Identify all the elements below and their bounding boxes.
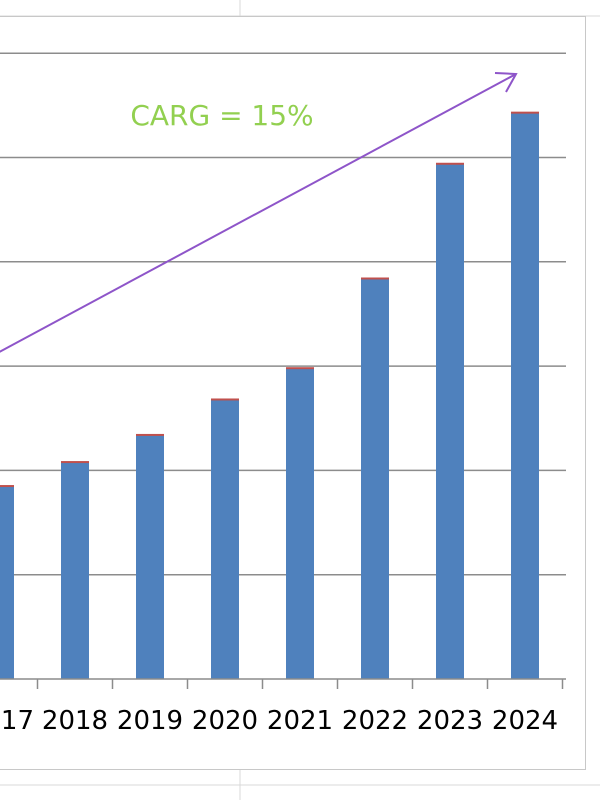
trend-annotation: CARG = 15% (0, 72, 518, 353)
bar-2019 (136, 434, 164, 679)
x-tick-label-2017: 17 (1, 706, 34, 736)
bar-series (0, 111, 539, 679)
bar-2024 (511, 112, 539, 679)
bar-2018 (61, 462, 89, 679)
bar-2023 (436, 163, 464, 679)
trend-arrow (0, 73, 517, 353)
x-axis: 17 2018 2019 2020 2021 2022 2023 2024 (0, 678, 566, 736)
trend-arrow-head-icon (494, 72, 518, 93)
bar-cap-2022 (361, 277, 389, 280)
bar-cap-2020 (211, 398, 239, 401)
bar-2022 (361, 278, 389, 679)
x-tick-label-2021: 2021 (267, 706, 333, 736)
cagr-annotation: CARG = 15% (130, 99, 313, 132)
x-tick-label-2022: 2022 (342, 706, 408, 736)
bar-cap-2024 (511, 111, 539, 114)
bar-2021 (286, 368, 314, 679)
bar-cap-2017 (0, 485, 14, 488)
x-tick-label-2023: 2023 (417, 706, 483, 736)
x-tick-label-2019: 2019 (117, 706, 183, 736)
x-tick-label-2018: 2018 (42, 706, 108, 736)
bar-cap-2021 (286, 367, 314, 370)
chart-area[interactable]: 17 2018 2019 2020 2021 2022 2023 2024 CARG = 15… (0, 16, 586, 770)
bar-2020 (211, 399, 239, 679)
bar-cap-2018 (61, 461, 89, 464)
chart-plot: 17 2018 2019 2020 2021 2022 2023 2024 CARG = 15… (0, 52, 566, 736)
x-tick-label-2020: 2020 (192, 706, 258, 736)
bar-cap-2019 (136, 433, 164, 436)
bar-cap-2023 (436, 162, 464, 165)
x-tick-label-2024: 2024 (492, 706, 558, 736)
bar-2017 (0, 486, 14, 679)
y-gridlines (0, 52, 566, 576)
